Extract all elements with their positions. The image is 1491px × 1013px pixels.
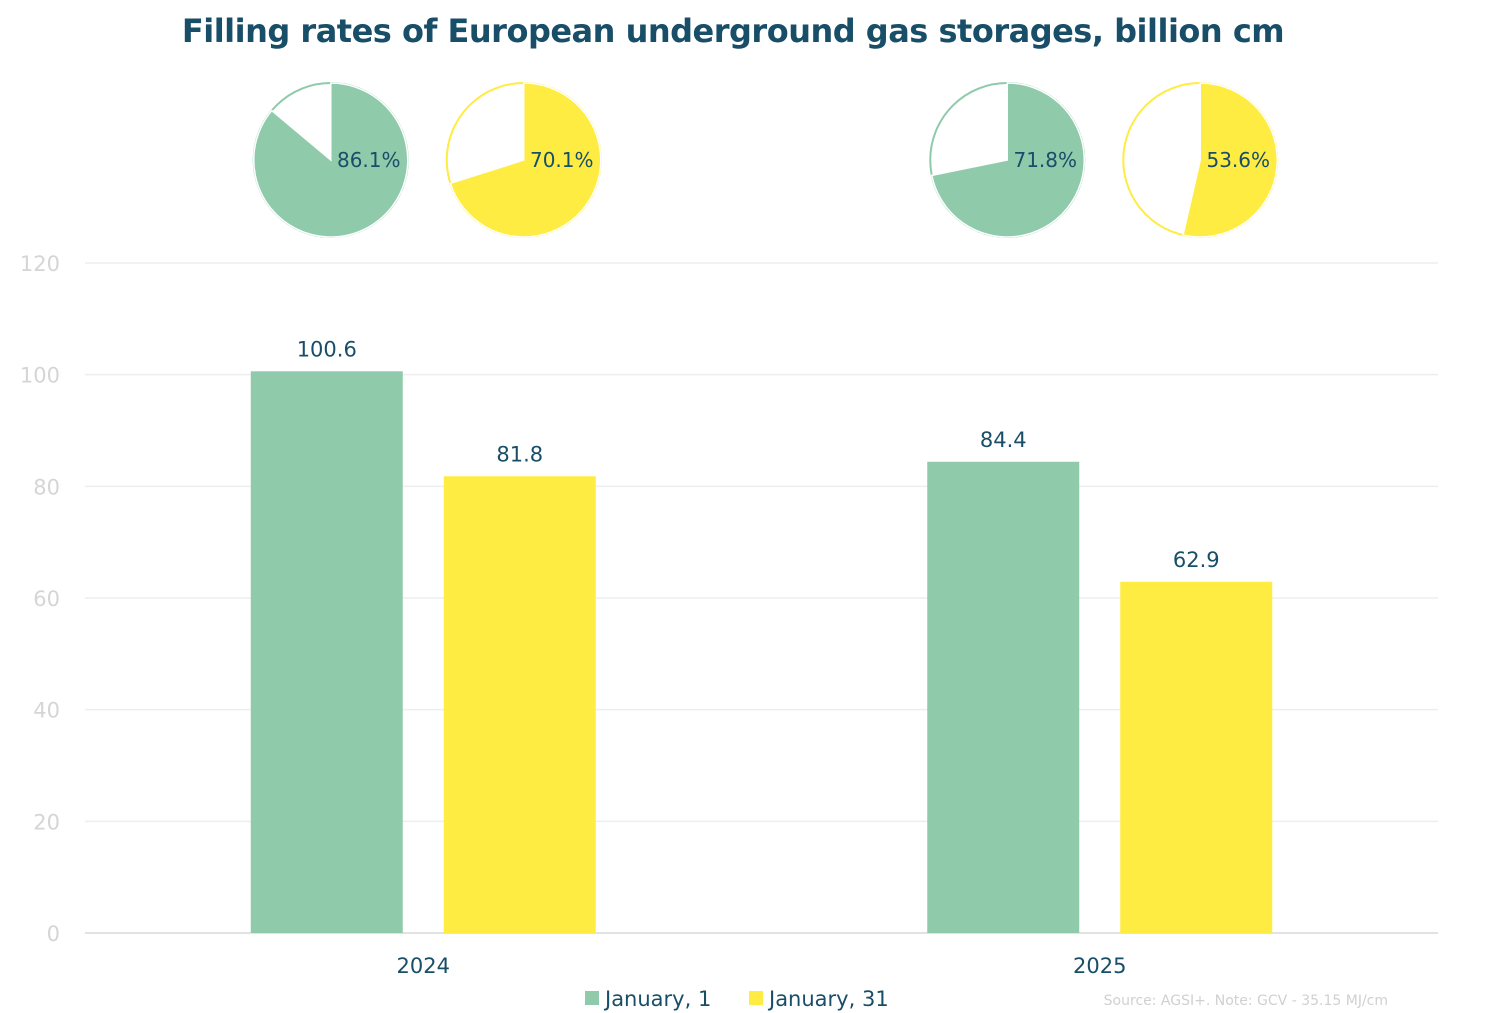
chart-title: Filling rates of European underground ga… xyxy=(181,12,1285,50)
bar-january-1-2025 xyxy=(927,461,1080,933)
legend: January, 1 January, 31 xyxy=(585,987,889,1011)
bar-layer xyxy=(250,371,1273,934)
x-axis-categories: 2024 2025 xyxy=(397,954,1127,978)
data-label-january-31-2025: 62.9 xyxy=(1173,548,1220,572)
pie-layer: 86.1% 70.1% 71.8% 53.6% xyxy=(252,82,1279,238)
y-tick-label-40: 40 xyxy=(33,699,60,723)
data-label-january-1-2024: 100.6 xyxy=(297,337,357,361)
pie-january-1-2025-label: 71.8% xyxy=(1013,148,1077,172)
legend-label-january-1: January, 1 xyxy=(603,987,711,1011)
legend-swatch-january-31 xyxy=(749,991,763,1005)
pie-january-31-2024-slice xyxy=(449,82,602,238)
source-note: Source: AGSI+. Note: GCV - 35.15 MJ/cm xyxy=(1104,993,1388,1009)
y-axis-ticks: 0 20 40 60 80 100 120 xyxy=(20,252,60,946)
y-tick-label-20: 20 xyxy=(33,810,60,834)
pie-january-1-2024-slice xyxy=(253,82,409,238)
legend-swatch-january-1 xyxy=(585,991,599,1005)
x-category-label-2025: 2025 xyxy=(1073,954,1126,978)
pie-january-31-2025-label: 53.6% xyxy=(1206,148,1270,172)
bar-january-31-2024 xyxy=(443,476,596,933)
pie-january-1-2024-label: 86.1% xyxy=(337,148,401,172)
y-tick-label-100: 100 xyxy=(20,364,60,388)
bar-january-1-2024 xyxy=(250,371,403,934)
legend-label-january-31: January, 31 xyxy=(767,987,889,1011)
pie-january-31-2025-slice xyxy=(1182,82,1278,238)
data-label-january-31-2024: 81.8 xyxy=(496,442,543,466)
bar-january-31-2025 xyxy=(1120,581,1273,933)
y-tick-label-120: 120 xyxy=(20,252,60,276)
y-tick-label-80: 80 xyxy=(33,475,60,499)
x-category-label-2024: 2024 xyxy=(397,954,450,978)
data-label-layer: 100.6 81.8 84.4 62.9 xyxy=(297,337,1220,571)
y-tick-label-0: 0 xyxy=(47,922,60,946)
pie-january-31-2024-label: 70.1% xyxy=(530,148,594,172)
data-label-january-1-2025: 84.4 xyxy=(980,428,1027,452)
y-tick-label-60: 60 xyxy=(33,587,60,611)
pie-january-1-2025-slice xyxy=(930,82,1085,238)
